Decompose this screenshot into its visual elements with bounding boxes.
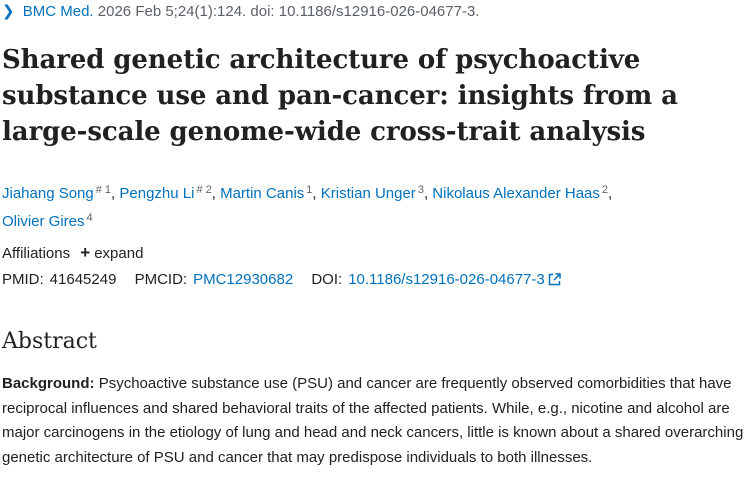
journal-link[interactable]: BMC Med.: [22, 3, 94, 20]
author-affiliation-marker[interactable]: 4: [86, 212, 93, 224]
article-title: Shared genetic architecture of psychoact…: [2, 45, 678, 147]
external-link-icon[interactable]: [548, 273, 561, 286]
affiliations-expand-button[interactable]: + expand: [80, 243, 144, 262]
pmcid-link[interactable]: PMC12930682: [193, 271, 294, 288]
author-affiliation-marker[interactable]: 1: [306, 184, 313, 196]
author-affiliation-marker[interactable]: # 2: [196, 184, 212, 196]
author-affiliation-marker[interactable]: # 1: [95, 184, 112, 196]
pmid-value: 41645249: [49, 271, 117, 288]
citation-line: ❯ BMC Med. 2026 Feb 5;24(1):124. doi: 10…: [2, 3, 479, 21]
affiliations-label: Affiliations: [2, 245, 71, 262]
identifiers-row: PMID: 41645249 PMCID: PMC12930682 DOI: 10.1…: [2, 270, 561, 290]
author-link[interactable]: Jiahang Song # 1: [2, 184, 112, 202]
abstract-heading: Abstract: [2, 329, 97, 354]
author-affiliation-marker[interactable]: 2: [601, 184, 608, 196]
author-link[interactable]: Kristian Unger 3: [320, 184, 424, 202]
abstract-background: Background: Psychoactive substance use (…: [2, 372, 748, 470]
affiliations-row: Affiliations + expand: [2, 243, 143, 264]
pmcid-label: PMCID:: [134, 271, 188, 288]
author-link[interactable]: Pengzhu Li # 2: [119, 184, 212, 202]
plus-icon[interactable]: +: [80, 243, 91, 262]
doi-label: DOI:: [311, 271, 343, 288]
author-list: Jiahang Song # 1, Pengzhu Li # 2, Martin C…: [2, 184, 613, 230]
author-link[interactable]: Olivier Gires 4: [2, 212, 93, 230]
author-affiliation-marker[interactable]: 3: [417, 184, 424, 196]
background-text: Psychoactive substance use (PSU) and can…: [2, 375, 744, 466]
author-link[interactable]: Nikolaus Alexander Haas 2: [432, 184, 608, 202]
background-label: Background:: [2, 375, 95, 392]
chevron-right-icon[interactable]: ❯: [2, 3, 15, 20]
pmid-label: PMID:: [2, 271, 44, 288]
citation-details: 2026 Feb 5;24(1):124. doi: 10.1186/s1291…: [97, 3, 480, 20]
author-link[interactable]: Martin Canis 1: [220, 184, 313, 202]
doi-link[interactable]: 10.1186/s12916-026-04677-3: [348, 271, 561, 288]
